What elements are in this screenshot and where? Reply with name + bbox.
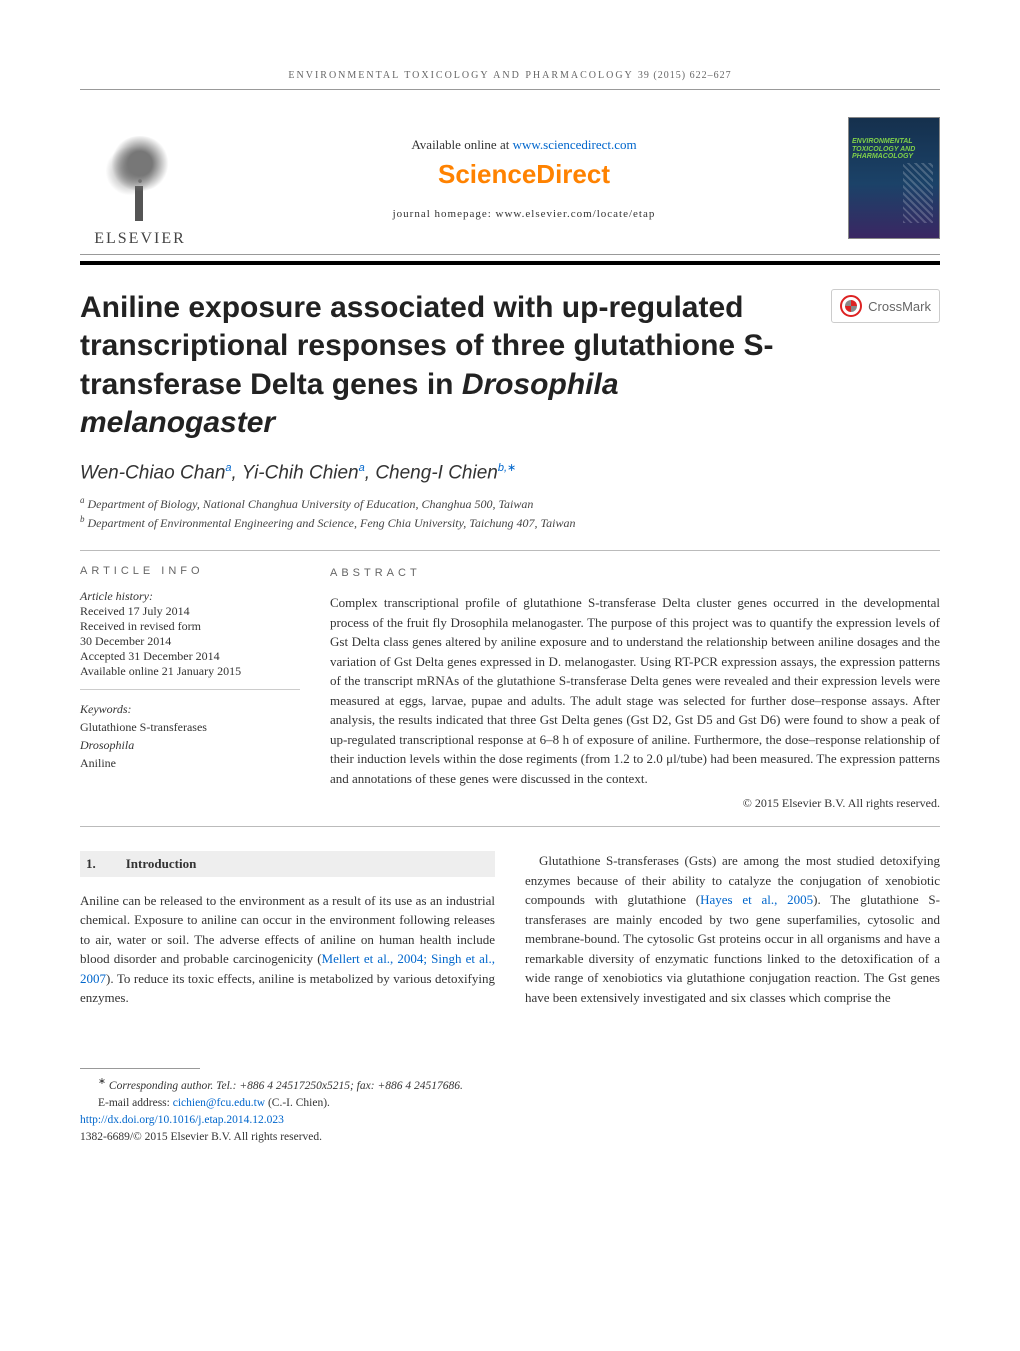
history-online: Available online 21 January 2015 [80,664,300,679]
available-online-text: Available online at [411,137,512,152]
author-2: Yi-Chih Chien [242,462,359,483]
email-label: E-mail address: [98,1097,173,1109]
article-title-text: Aniline exposure associated with up-regu… [80,291,773,401]
rule-masthead-bottom [80,254,940,255]
available-online-link[interactable]: www.sciencedirect.com [513,137,637,152]
affiliation-b: b Department of Environmental Engineerin… [80,513,940,532]
abstract: abstract Complex transcriptional profile… [330,565,940,813]
elsevier-tree-icon [90,126,190,226]
journal-homepage-link[interactable]: www.elsevier.com/locate/etap [496,208,656,220]
email-who: (C.-I. Chien). [265,1097,330,1109]
corresponding-email: E-mail address: cichien@fcu.edu.tw (C.-I… [80,1095,940,1112]
author-1-aff[interactable]: a [225,462,231,474]
intro-cite-2[interactable]: Hayes et al., 2005 [700,892,813,907]
affiliations: a Department of Biology, National Changh… [80,494,940,532]
doi-link[interactable]: http://dx.doi.org/10.1016/j.etap.2014.12… [80,1114,284,1126]
affiliation-a: a Department of Biology, National Changh… [80,494,940,513]
journal-cover-thumb[interactable]: ENVIRONMENTAL TOXICOLOGY AND PHARMACOLOG… [848,117,940,239]
keywords: Keywords: Glutathione S-transferases Dro… [80,700,300,772]
rule-thick [80,261,940,265]
journal-homepage: journal homepage: www.elsevier.com/locat… [220,208,828,220]
masthead-center: Available online at www.sciencedirect.co… [220,137,828,220]
elsevier-logo[interactable]: ELSEVIER [80,108,200,248]
journal-cover-art-icon [903,163,933,223]
article-history: Article history: Received 17 July 2014 R… [80,589,300,690]
history-label: Article history: [80,589,300,604]
author-3-aff[interactable]: b, [498,462,507,474]
running-head-journal: environmental toxicology and pharmacolog… [288,70,633,81]
doi-line: http://dx.doi.org/10.1016/j.etap.2014.12… [80,1112,940,1129]
corresponding-author: ∗ Corresponding author. Tel.: +886 4 245… [80,1075,940,1095]
keyword-2: Drosophila [80,736,300,754]
crossmark-badge[interactable]: CrossMark [831,289,940,323]
footnote-rule [80,1068,200,1069]
masthead-row: ELSEVIER Available online at www.science… [80,108,940,248]
article-info: article info Article history: Received 1… [80,565,300,813]
body-columns: 1. Introduction Aniline can be released … [80,851,940,1008]
running-head: environmental toxicology and pharmacolog… [80,70,940,81]
affiliation-a-text: Department of Biology, National Changhua… [88,497,534,511]
rule-top [80,89,940,90]
keyword-1: Glutathione S-transferases [80,718,300,736]
issn-line: 1382-6689/© 2015 Elsevier B.V. All right… [80,1129,940,1146]
affiliation-b-text: Department of Environmental Engineering … [88,516,576,530]
keyword-3: Aniline [80,754,300,772]
running-head-pages: 39 (2015) 622–627 [638,70,732,81]
crossmark-label: CrossMark [868,299,931,314]
author-3-corr[interactable]: ∗ [507,462,516,474]
journal-cover-title: ENVIRONMENTAL TOXICOLOGY AND PHARMACOLOG… [852,138,936,161]
available-online: Available online at www.sciencedirect.co… [220,137,828,153]
intro-text-b: ). To reduce its toxic effects, aniline … [80,971,495,1006]
intro-text-d: ). The glutathione S-transferases are ma… [525,892,940,1005]
keywords-label: Keywords: [80,700,300,718]
section-1-num: 1. [86,854,96,874]
rule-after-abstract [80,826,940,827]
rule-before-info [80,550,940,551]
body-col-right: Glutathione S-transferases (Gsts) are am… [525,851,940,1008]
history-received: Received 17 July 2014 [80,604,300,619]
crossmark-icon [840,295,862,317]
body-col-left: 1. Introduction Aniline can be released … [80,851,495,1008]
journal-homepage-label: journal homepage: [393,208,496,220]
section-1-head: 1. Introduction [80,851,495,877]
footnotes: ∗ Corresponding author. Tel.: +886 4 245… [80,1068,940,1147]
abstract-header: abstract [330,565,940,582]
intro-para-2: Glutathione S-transferases (Gsts) are am… [525,851,940,1007]
author-3: Cheng-I Chien [375,462,498,483]
history-revised-1: Received in revised form [80,619,300,634]
article-title: Aniline exposure associated with up-regu… [80,289,811,443]
article-title-block: Aniline exposure associated with up-regu… [80,289,940,443]
abstract-copyright: © 2015 Elsevier B.V. All rights reserved… [330,794,940,812]
intro-para-1: Aniline can be released to the environme… [80,891,495,1008]
abstract-text: Complex transcriptional profile of gluta… [330,593,940,788]
section-1-title: Introduction [126,854,197,874]
author-list: Wen-Chiao Chana, Yi-Chih Chiena, Cheng-I… [80,461,940,484]
info-abstract-row: article info Article history: Received 1… [80,565,940,813]
history-accepted: Accepted 31 December 2014 [80,649,300,664]
article-info-header: article info [80,565,300,577]
email-link[interactable]: cichien@fcu.edu.tw [173,1097,265,1109]
history-revised-2: 30 December 2014 [80,634,300,649]
author-1: Wen-Chiao Chan [80,462,225,483]
corr-text: Corresponding author. Tel.: +886 4 24517… [109,1080,463,1092]
sciencedirect-logo[interactable]: ScienceDirect [438,159,610,190]
author-2-aff[interactable]: a [359,462,365,474]
elsevier-wordmark: ELSEVIER [94,230,186,248]
